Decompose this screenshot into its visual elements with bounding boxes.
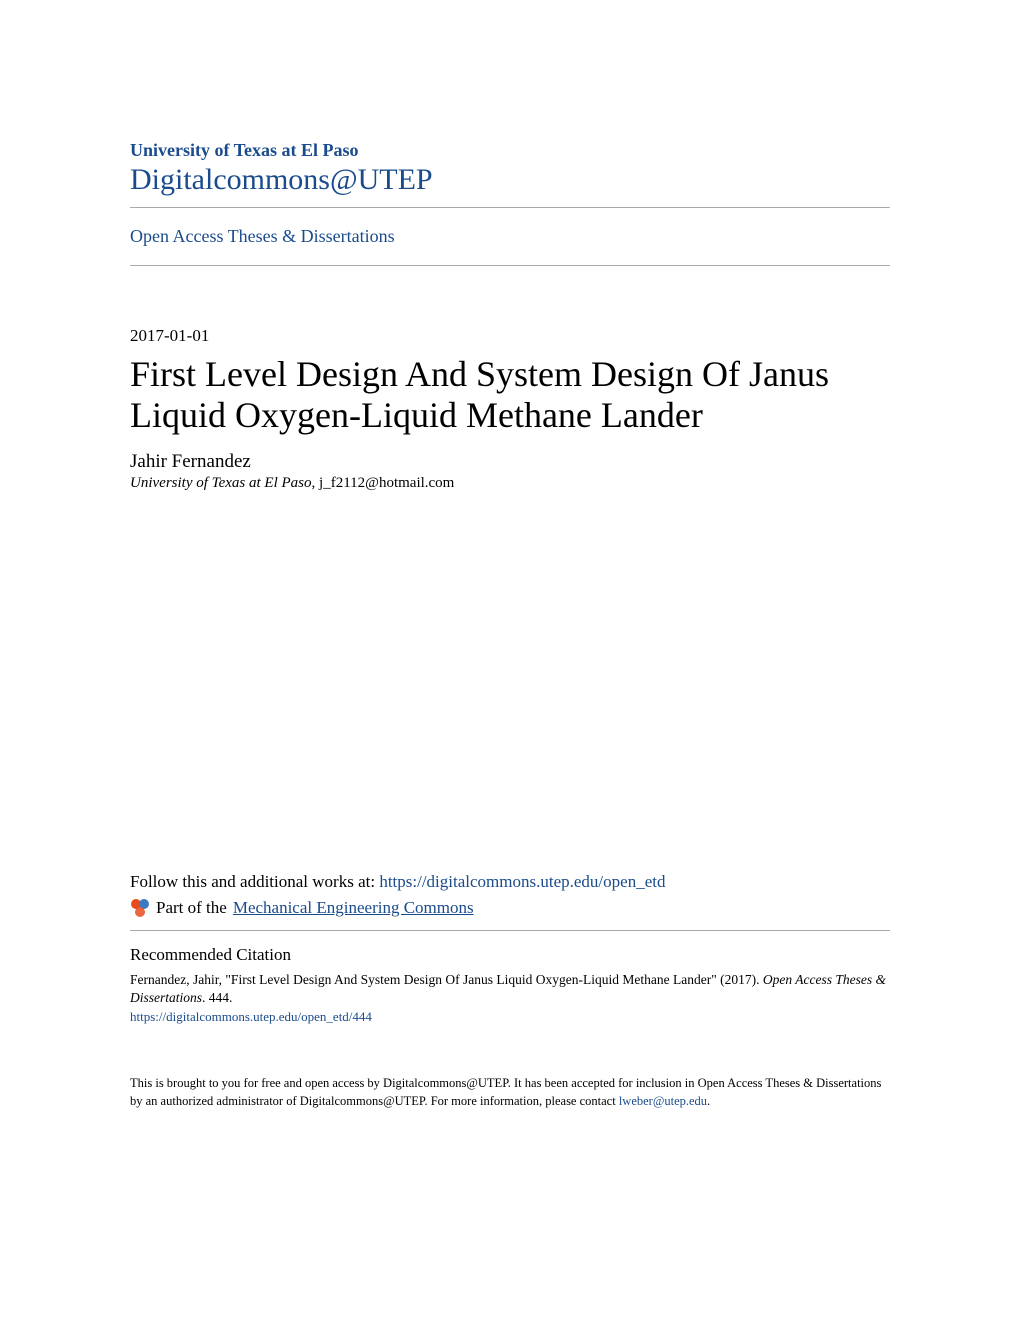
author-name: Jahir Fernandez — [130, 451, 890, 473]
institution-name: University of Texas at El Paso — [130, 140, 890, 161]
citation-section: Recommended Citation Fernandez, Jahir, "… — [130, 931, 890, 1025]
publication-date: 2017-01-01 — [130, 326, 890, 346]
citation-text: Fernandez, Jahir, "First Level Design An… — [130, 971, 890, 1007]
repository-name[interactable]: Digitalcommons@UTEP — [130, 163, 890, 197]
affiliation-institution: University of Texas at El Paso — [130, 475, 312, 491]
citation-heading: Recommended Citation — [130, 945, 890, 965]
follow-url-link[interactable]: https://digitalcommons.utep.edu/open_etd — [379, 872, 665, 891]
affiliation-email: , j_f2112@hotmail.com — [312, 475, 455, 491]
partof-row: Part of the Mechanical Engineering Commo… — [130, 898, 890, 918]
citation-part2: . 444. — [202, 990, 232, 1005]
document-title: First Level Design And System Design Of … — [130, 354, 890, 437]
follow-text: Follow this and additional works at: htt… — [130, 872, 890, 892]
footer-text: This is brought to you for free and open… — [130, 1075, 890, 1110]
partof-prefix: Part of the — [156, 898, 227, 918]
citation-url-link[interactable]: https://digitalcommons.utep.edu/open_etd… — [130, 1009, 890, 1025]
footer-part2: . — [707, 1094, 710, 1108]
breadcrumb-collection-link[interactable]: Open Access Theses & Dissertations — [130, 226, 395, 246]
citation-part1: Fernandez, Jahir, "First Level Design An… — [130, 972, 763, 987]
breadcrumb: Open Access Theses & Dissertations — [130, 208, 890, 265]
footer-contact-email[interactable]: lweber@utep.edu — [619, 1094, 707, 1108]
network-icon — [130, 898, 150, 918]
follow-prefix: Follow this and additional works at: — [130, 872, 379, 891]
author-affiliation: University of Texas at El Paso, j_f2112@… — [130, 475, 890, 492]
partof-commons-link[interactable]: Mechanical Engineering Commons — [233, 898, 474, 918]
follow-section: Follow this and additional works at: htt… — [130, 872, 890, 918]
divider-breadcrumb — [130, 265, 890, 266]
footer-part1: This is brought to you for free and open… — [130, 1076, 881, 1108]
